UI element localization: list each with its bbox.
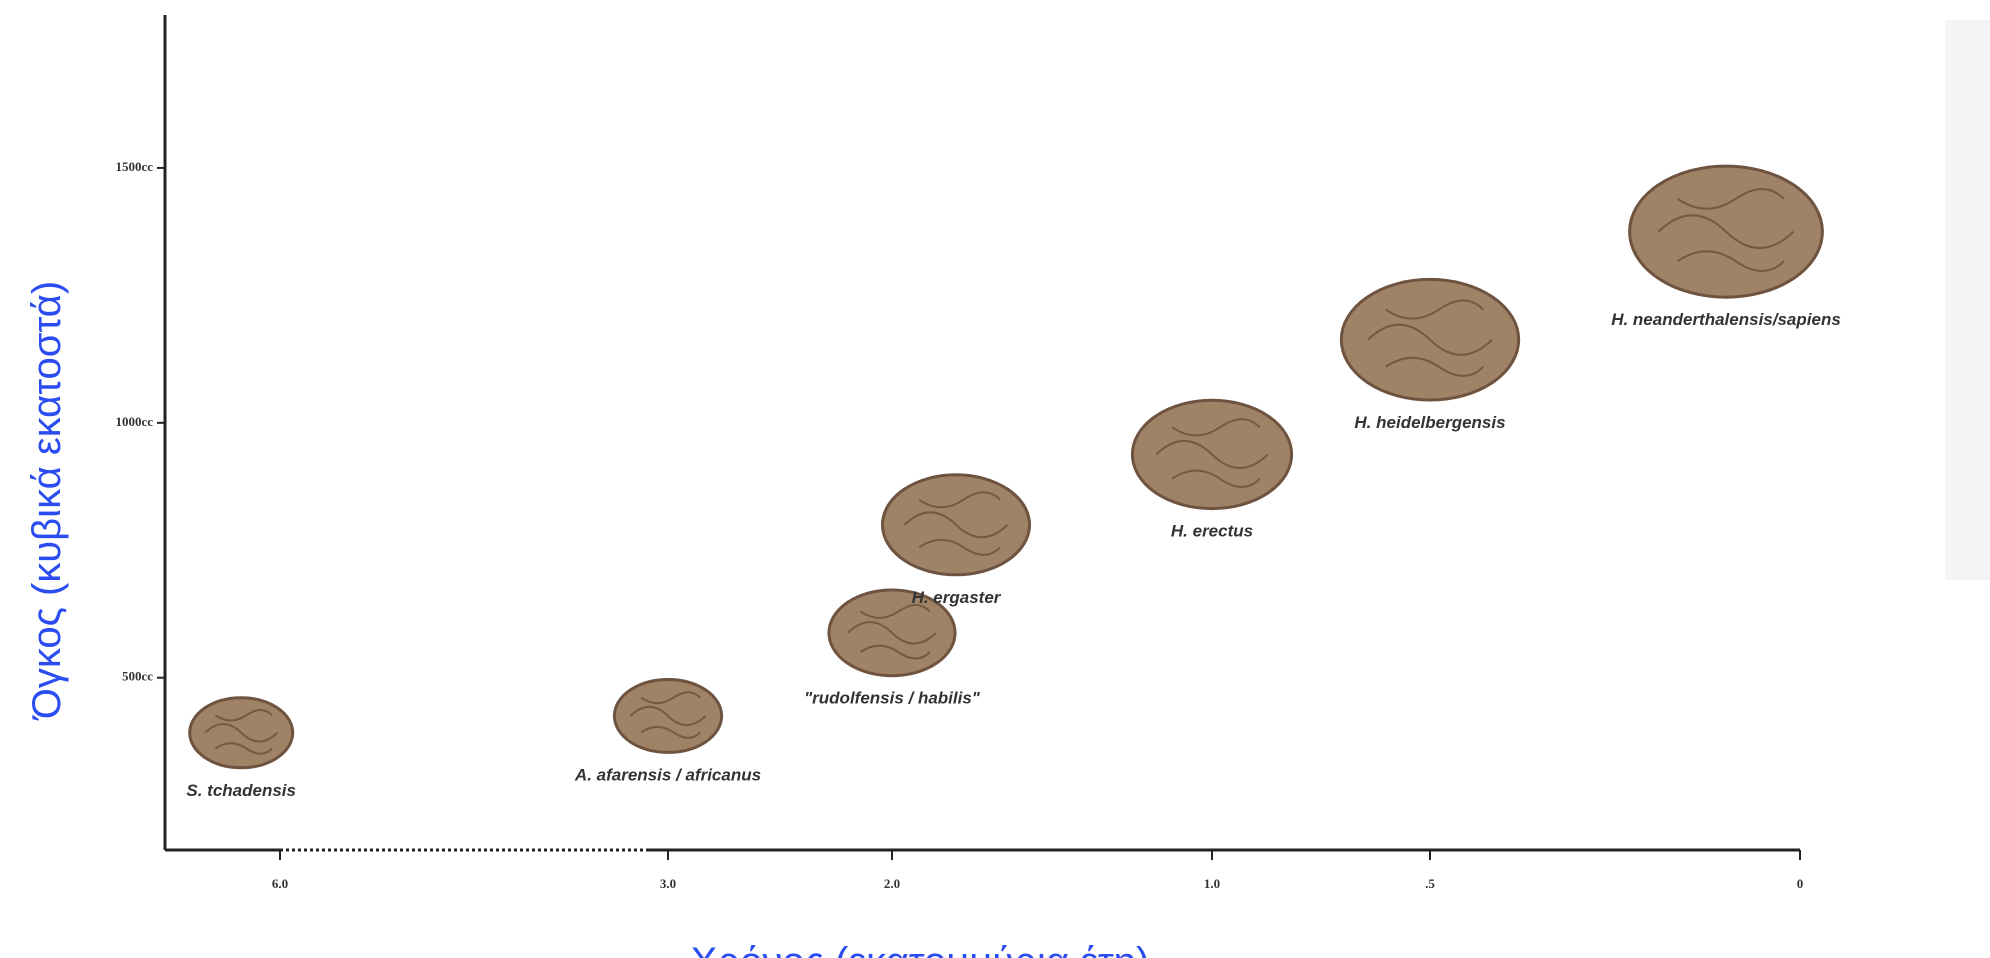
point-label: "rudolfensis / habilis" — [804, 689, 981, 708]
brain-fold — [629, 691, 707, 739]
point-label: H. ergaster — [912, 588, 1002, 607]
x-tick-label: 6.0 — [272, 876, 288, 891]
brain-fold — [1367, 299, 1493, 377]
point-label: S. tchadensis — [186, 781, 296, 800]
x-tick-label: 2.0 — [884, 876, 900, 891]
brain-fold — [1657, 188, 1795, 272]
brain-fold — [204, 709, 278, 755]
point-label: H. erectus — [1171, 522, 1253, 541]
x-tick-label: 0 — [1797, 876, 1804, 891]
point-label: H. heidelbergensis — [1354, 413, 1505, 432]
brain-fold — [903, 491, 1009, 556]
x-tick-label: 3.0 — [660, 876, 676, 891]
brain-fold — [847, 603, 937, 660]
point-label: A. afarensis / africanus — [574, 765, 761, 784]
y-axis-title: Όγκος (κυβικά εκατοστά) — [25, 281, 69, 721]
y-tick-label: 1500cc — [115, 159, 153, 174]
x-axis-title: Χρόνος (εκατομμύρια έτη) — [691, 940, 1150, 958]
x-tick-label: .5 — [1425, 876, 1435, 891]
brain-fold — [1155, 418, 1269, 488]
y-tick-label: 500cc — [122, 669, 153, 684]
point-label: H. neanderthalensis/sapiens — [1611, 310, 1841, 329]
y-tick-label: 1000cc — [115, 414, 153, 429]
x-tick-label: 1.0 — [1204, 876, 1220, 891]
background-panel — [1945, 20, 1990, 580]
